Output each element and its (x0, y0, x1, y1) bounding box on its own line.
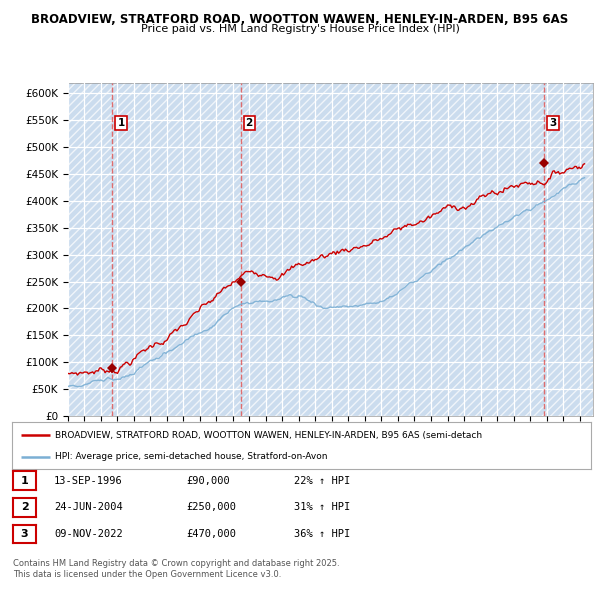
Text: 3: 3 (549, 117, 556, 127)
Text: 3: 3 (21, 529, 28, 539)
Text: BROADVIEW, STRATFORD ROAD, WOOTTON WAWEN, HENLEY-IN-ARDEN, B95 6AS (semi-detach: BROADVIEW, STRATFORD ROAD, WOOTTON WAWEN… (55, 431, 482, 440)
Text: £250,000: £250,000 (186, 503, 236, 512)
Text: 09-NOV-2022: 09-NOV-2022 (54, 529, 123, 539)
Text: 24-JUN-2004: 24-JUN-2004 (54, 503, 123, 512)
Text: 1: 1 (21, 476, 28, 486)
Text: HPI: Average price, semi-detached house, Stratford-on-Avon: HPI: Average price, semi-detached house,… (55, 453, 328, 461)
Text: 13-SEP-1996: 13-SEP-1996 (54, 476, 123, 486)
Text: £470,000: £470,000 (186, 529, 236, 539)
Text: Contains HM Land Registry data © Crown copyright and database right 2025.
This d: Contains HM Land Registry data © Crown c… (13, 559, 340, 579)
Text: 36% ↑ HPI: 36% ↑ HPI (294, 529, 350, 539)
Text: 2: 2 (245, 117, 253, 127)
Text: BROADVIEW, STRATFORD ROAD, WOOTTON WAWEN, HENLEY-IN-ARDEN, B95 6AS: BROADVIEW, STRATFORD ROAD, WOOTTON WAWEN… (31, 13, 569, 26)
Text: 31% ↑ HPI: 31% ↑ HPI (294, 503, 350, 512)
Text: Price paid vs. HM Land Registry's House Price Index (HPI): Price paid vs. HM Land Registry's House … (140, 24, 460, 34)
Text: 2: 2 (21, 503, 28, 512)
Text: 22% ↑ HPI: 22% ↑ HPI (294, 476, 350, 486)
Text: 1: 1 (118, 117, 125, 127)
Text: £90,000: £90,000 (186, 476, 230, 486)
